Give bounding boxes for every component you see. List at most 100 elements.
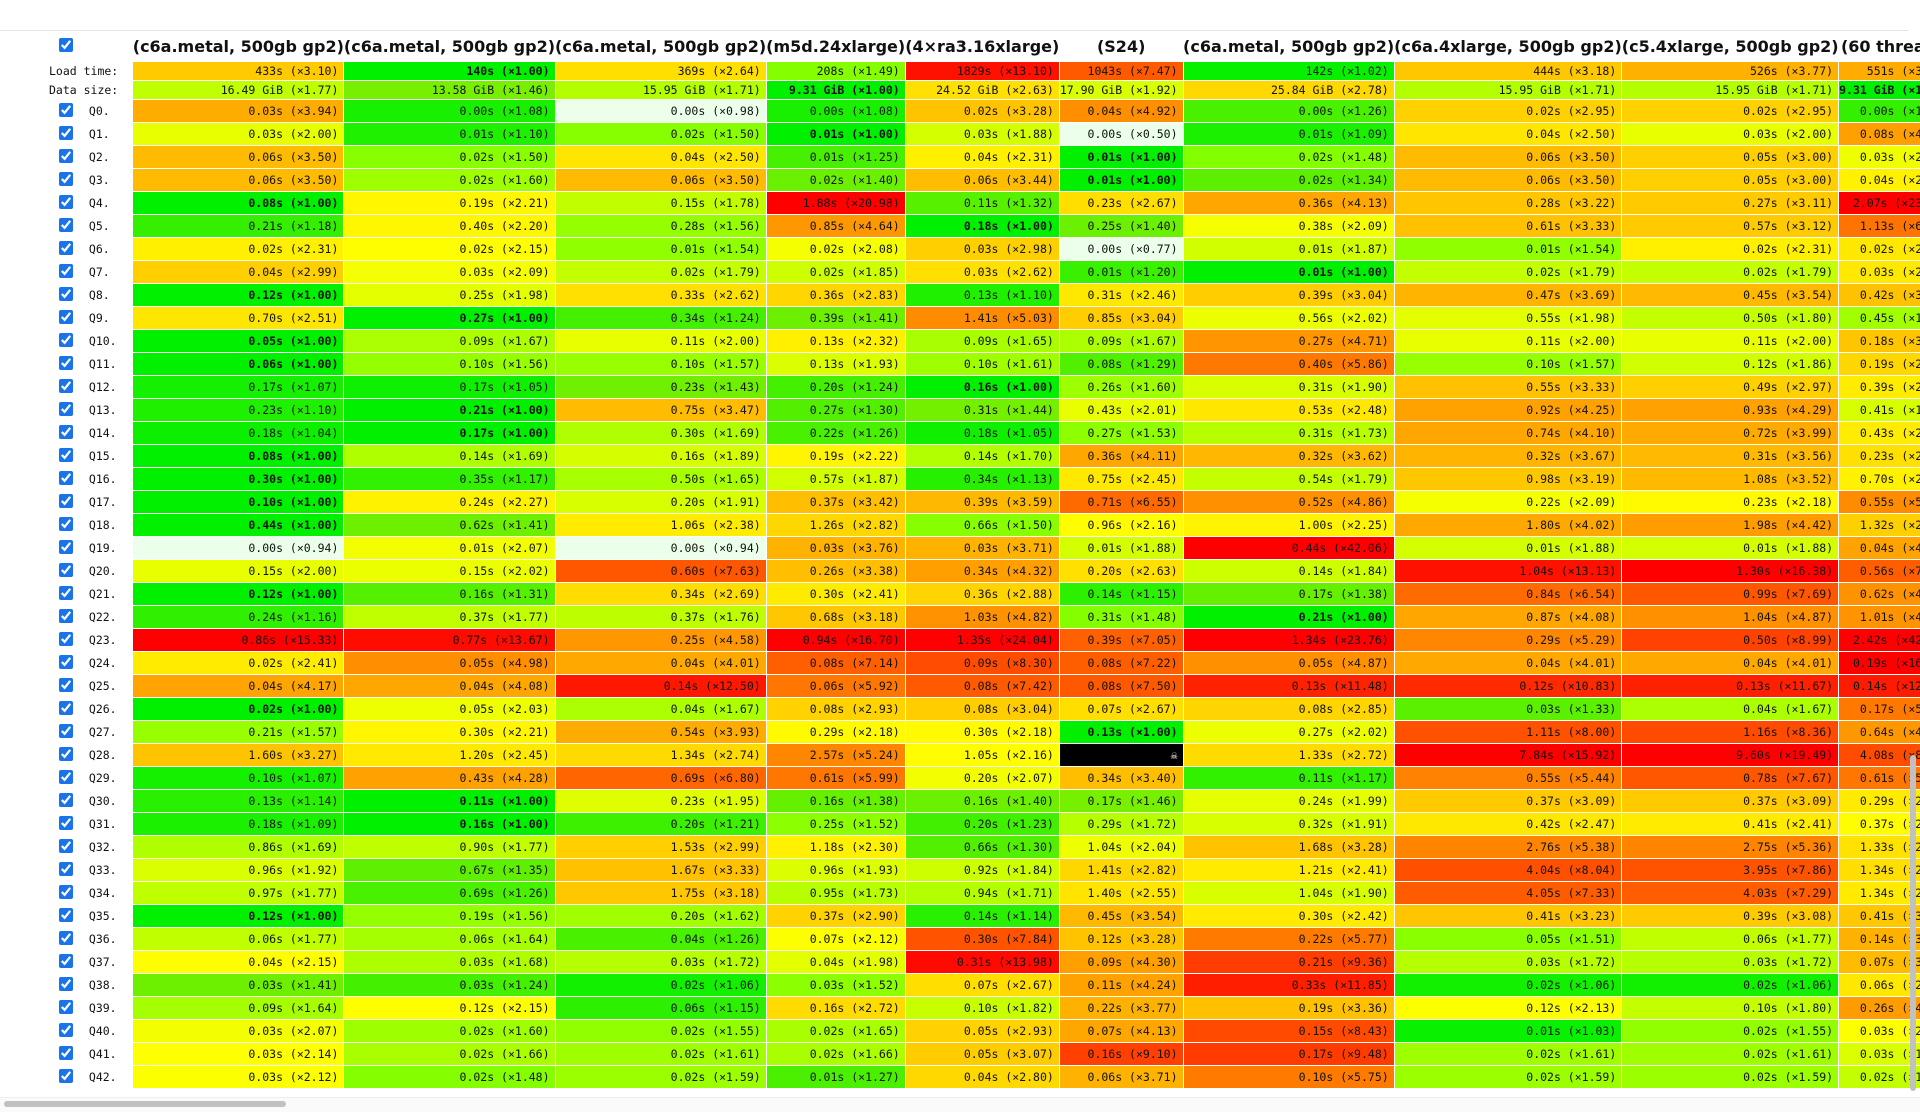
result-cell: 0.30s (×1.69) bbox=[554, 421, 767, 445]
checkbox[interactable] bbox=[58, 815, 73, 830]
result-cell: 0.06s (×1.00) bbox=[132, 352, 345, 376]
checkbox[interactable] bbox=[58, 953, 73, 968]
checkbox[interactable] bbox=[58, 976, 73, 991]
checkbox[interactable] bbox=[58, 562, 73, 577]
column-header: (c6a.metal, 500gb gp2) bbox=[555, 36, 767, 56]
result-cell: 1.35s (×24.04) bbox=[904, 628, 1060, 652]
result-cell: 0.37s (×3.09) bbox=[1621, 789, 1840, 813]
checkbox[interactable] bbox=[58, 884, 73, 899]
checkbox[interactable] bbox=[58, 585, 73, 600]
checkbox[interactable] bbox=[58, 654, 73, 669]
result-cell: 0.21s (×1.57) bbox=[132, 720, 345, 744]
result-cell: 0.62s (×4.83) bbox=[1838, 582, 1920, 606]
result-cell: 140s (×1.00) bbox=[343, 61, 556, 81]
checkbox[interactable] bbox=[58, 631, 73, 646]
checkbox-cell bbox=[49, 629, 83, 652]
checkbox[interactable] bbox=[58, 447, 73, 462]
checkbox[interactable] bbox=[58, 240, 73, 255]
result-cell: 0.10s (×1.61) bbox=[904, 352, 1060, 376]
result-cell: 0.90s (×1.77) bbox=[343, 835, 556, 859]
result-cell: 1.30s (×16.38) bbox=[1621, 559, 1840, 583]
result-cell: 0.94s (×16.70) bbox=[765, 628, 906, 652]
checkbox[interactable] bbox=[58, 907, 73, 922]
result-cell: 0.24s (×1.16) bbox=[132, 605, 345, 629]
checkbox[interactable] bbox=[58, 700, 73, 715]
result-cell: 0.18s (×1.05) bbox=[904, 421, 1060, 445]
checkbox[interactable] bbox=[58, 769, 73, 784]
checkbox[interactable] bbox=[58, 194, 73, 209]
checkbox[interactable] bbox=[58, 999, 73, 1014]
query-row: Q26. 0.02s (×1.00) 0.05s (×2.03) 0.04s (×1.… bbox=[49, 697, 1920, 721]
checkbox[interactable] bbox=[58, 37, 73, 52]
horizontal-scrollbar[interactable] bbox=[4, 1101, 286, 1107]
result-cell: 0.03s (×1.33) bbox=[1393, 697, 1623, 721]
result-cell: 1.33s (×2.72) bbox=[1182, 743, 1395, 767]
checkbox-cell bbox=[49, 813, 83, 836]
result-cell: 0.30s (×1.00) bbox=[132, 467, 345, 491]
checkbox[interactable] bbox=[58, 217, 73, 232]
result-cell: 0.16s (×1.38) bbox=[765, 789, 906, 813]
result-cell: 0.30s (×2.42) bbox=[1182, 904, 1395, 928]
query-label: Q8. bbox=[88, 288, 110, 302]
checkbox[interactable] bbox=[58, 677, 73, 692]
checkbox[interactable] bbox=[58, 401, 73, 416]
result-cell: 0.18s (×1.00) bbox=[904, 214, 1060, 238]
result-cell: 0.86s (×1.69) bbox=[132, 835, 345, 859]
best-value: 140s (×1.00) bbox=[466, 64, 550, 78]
result-cell: 0.02s (×2.08) bbox=[765, 237, 906, 261]
checkbox[interactable] bbox=[58, 424, 73, 439]
best-value: 0.16s (×1.00) bbox=[963, 380, 1054, 394]
checkbox[interactable] bbox=[58, 148, 73, 163]
checkbox[interactable] bbox=[58, 838, 73, 853]
result-cell: 0.00s (×1.08) bbox=[343, 99, 556, 123]
result-cell: 0.02s (×1.61) bbox=[554, 1042, 767, 1066]
checkbox[interactable] bbox=[58, 792, 73, 807]
checkbox[interactable] bbox=[58, 1022, 73, 1037]
checkbox[interactable] bbox=[58, 930, 73, 945]
checkbox[interactable] bbox=[58, 332, 73, 347]
checkbox[interactable] bbox=[58, 125, 73, 140]
result-cell: 0.27s (×1.53) bbox=[1058, 421, 1184, 445]
result-cell: 0.02s (×1.79) bbox=[1621, 260, 1840, 284]
result-cell: 0.16s (×1.00) bbox=[904, 375, 1060, 399]
result-cell: 551s (×3.95) bbox=[1838, 61, 1920, 81]
result-cell: 0.13s (×11.67) bbox=[1621, 674, 1840, 698]
checkbox[interactable] bbox=[58, 723, 73, 738]
checkbox[interactable] bbox=[58, 861, 73, 876]
result-cell: 0.05s (×2.93) bbox=[904, 1019, 1060, 1043]
checkbox[interactable] bbox=[58, 539, 73, 554]
result-cell: 0.20s (×1.23) bbox=[904, 812, 1060, 836]
result-cell: 0.41s (×3.19) bbox=[1838, 904, 1920, 928]
result-cell: 15.95 GiB (×1.71) bbox=[1621, 80, 1840, 100]
result-cell: 0.16s (×1.89) bbox=[554, 444, 767, 468]
result-cell: 0.10s (×1.57) bbox=[554, 352, 767, 376]
result-cell: 0.12s (×10.83) bbox=[1393, 674, 1623, 698]
checkbox[interactable] bbox=[58, 102, 73, 117]
result-cell: 0.01s (×1.27) bbox=[765, 1065, 906, 1089]
result-cell: 0.77s (×13.67) bbox=[343, 628, 556, 652]
result-cell: 0.06s (×2.47) bbox=[1838, 973, 1920, 997]
checkbox-cell bbox=[49, 951, 83, 974]
checkbox[interactable] bbox=[58, 355, 73, 370]
query-label: Q4. bbox=[88, 196, 110, 210]
checkbox[interactable] bbox=[58, 309, 73, 324]
checkbox[interactable] bbox=[58, 378, 73, 393]
query-row: Q38. 0.03s (×1.41) 0.03s (×1.24) 0.02s (×1.… bbox=[49, 973, 1920, 997]
checkbox[interactable] bbox=[58, 286, 73, 301]
checkbox[interactable] bbox=[58, 493, 73, 508]
horizontal-scrollbar-track bbox=[0, 1097, 1920, 1112]
checkbox[interactable] bbox=[58, 1045, 73, 1060]
result-cell: 0.37s (×3.42) bbox=[765, 490, 906, 514]
checkbox[interactable] bbox=[58, 263, 73, 278]
checkbox[interactable] bbox=[58, 171, 73, 186]
checkbox[interactable] bbox=[58, 1068, 73, 1083]
query-label: Q23. bbox=[88, 633, 117, 647]
results-table: (c6a.metal, 500gb gp2) (c6a.metal, 500gb … bbox=[49, 31, 1920, 1089]
result-cell: 0.07s (×3.49) bbox=[1838, 950, 1920, 974]
checkbox[interactable] bbox=[58, 608, 73, 623]
checkbox[interactable] bbox=[58, 746, 73, 761]
checkbox[interactable] bbox=[58, 470, 73, 485]
checkbox[interactable] bbox=[58, 516, 73, 531]
best-value: 9.31 GiB (×1.00) bbox=[1839, 83, 1920, 97]
vertical-scrollbar[interactable] bbox=[1910, 755, 1916, 1091]
